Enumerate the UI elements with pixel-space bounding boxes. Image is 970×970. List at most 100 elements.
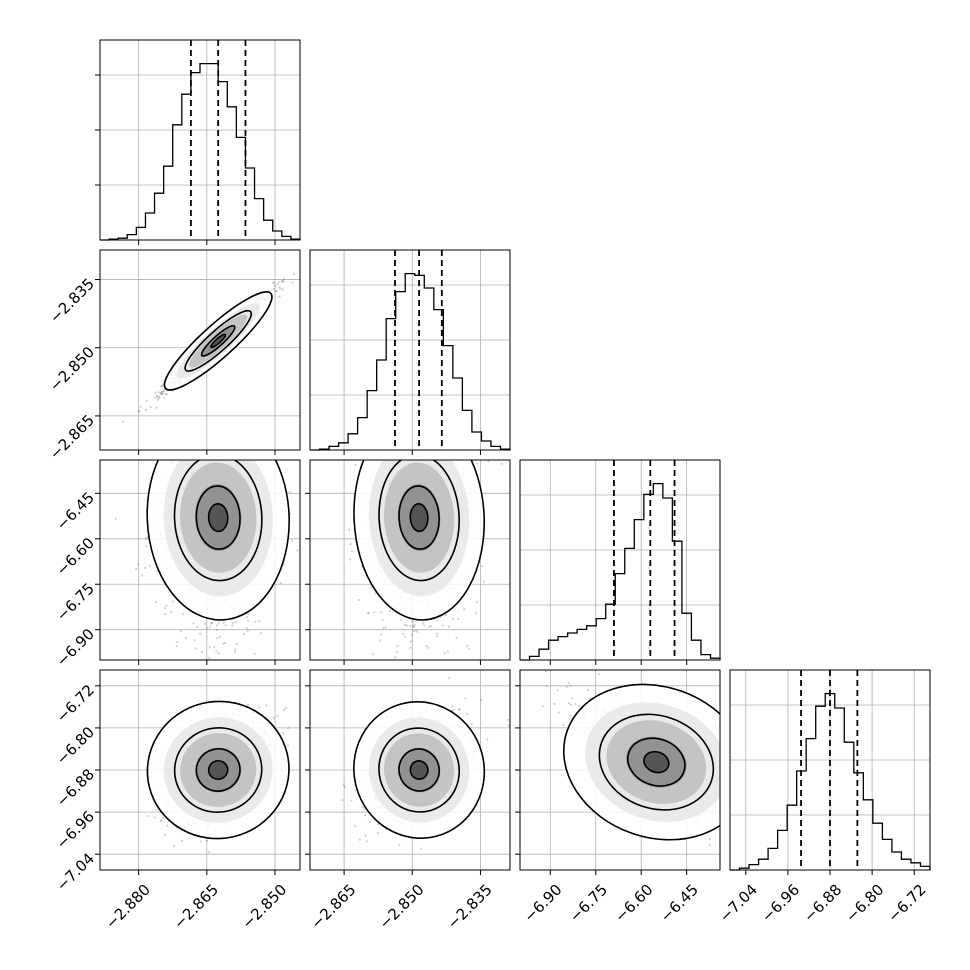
scatter-point xyxy=(162,396,166,399)
scatter-point xyxy=(218,635,221,638)
scatter-point xyxy=(426,677,428,679)
x-tick-label: −6.80 xyxy=(842,881,887,926)
y-tick-label: −6.90 xyxy=(53,625,98,670)
x-tick-label: −2.850 xyxy=(376,881,428,933)
scatter-point xyxy=(144,537,147,540)
scatter-point xyxy=(213,646,216,649)
scatter-point xyxy=(162,389,166,392)
scatter-point xyxy=(426,446,428,448)
scatter-point xyxy=(254,446,256,448)
scatter-point xyxy=(303,259,305,261)
scatter-point xyxy=(222,621,225,624)
scatter-point xyxy=(466,712,469,716)
scatter-point xyxy=(199,840,203,843)
y-tick-label: −6.72 xyxy=(53,681,98,726)
scatter-point xyxy=(428,625,431,628)
scatter-point xyxy=(247,450,249,452)
scatter-point xyxy=(431,453,433,455)
scatter-point xyxy=(224,661,226,663)
scatter-point xyxy=(458,707,461,710)
scatter-point xyxy=(217,652,220,655)
y-tick-label: −6.75 xyxy=(53,579,98,624)
scatter-point xyxy=(444,613,447,617)
scatter-point xyxy=(507,718,510,721)
scatter-point xyxy=(388,610,392,613)
scatter-point xyxy=(279,287,282,290)
scatter-point xyxy=(193,457,195,459)
scatter-point xyxy=(212,429,214,431)
contour-line-2 xyxy=(378,460,460,582)
scatter-point xyxy=(408,416,410,418)
scatter-point xyxy=(291,281,294,284)
scatter-point xyxy=(242,437,244,439)
scatter-point xyxy=(154,391,157,394)
y-tick-label: −2.850 xyxy=(46,343,98,395)
contour-line-1 xyxy=(353,701,486,839)
scatter-point xyxy=(452,683,454,685)
scatter-point xyxy=(466,447,468,449)
scatter-point xyxy=(380,611,383,614)
scatter-point xyxy=(259,632,263,635)
scatter-point xyxy=(265,704,268,707)
scatter-point xyxy=(139,405,142,408)
scatter-point xyxy=(402,632,405,636)
scatter-point xyxy=(414,428,416,430)
scatter-point xyxy=(500,462,503,465)
scatter-point xyxy=(343,786,346,789)
scatter-point xyxy=(441,454,443,456)
panel-grid xyxy=(730,670,930,870)
scatter-point xyxy=(237,676,239,678)
scatter-point xyxy=(436,632,439,635)
scatter-point xyxy=(179,630,183,633)
density-level-5 xyxy=(208,503,228,532)
scatter-point xyxy=(416,630,419,633)
scatter-point xyxy=(210,622,213,625)
scatter-point xyxy=(409,624,412,628)
scatter-point xyxy=(203,457,205,459)
scatter-point xyxy=(384,626,387,629)
scatter-point xyxy=(215,624,219,627)
scatter-point xyxy=(277,280,280,283)
scatter-point xyxy=(430,624,433,627)
scatter-point xyxy=(170,611,173,614)
scatter-point xyxy=(233,650,237,653)
scatter-point xyxy=(434,450,436,452)
scatter-point xyxy=(204,419,206,421)
scatter-point xyxy=(291,539,294,542)
scatter-point xyxy=(419,436,421,438)
scatter-point xyxy=(243,632,246,635)
scatter-point xyxy=(209,678,211,680)
scatter-point xyxy=(486,738,489,741)
scatter-point xyxy=(279,581,282,585)
scatter-point xyxy=(357,598,360,602)
scatter-point xyxy=(556,689,559,692)
scatter-point xyxy=(382,627,385,630)
scatter-point xyxy=(245,442,247,444)
panel-frame xyxy=(99,459,301,661)
panel-frame xyxy=(519,459,721,661)
scatter-point xyxy=(144,408,148,412)
scatter-point xyxy=(452,423,454,425)
scatter-point xyxy=(275,289,278,293)
scatter-point xyxy=(160,392,163,395)
scatter-point xyxy=(276,282,279,286)
scatter-point xyxy=(406,624,409,627)
scatter-point xyxy=(257,454,259,456)
scatter-point xyxy=(157,396,160,400)
scatter-point xyxy=(448,676,451,680)
scatter-point xyxy=(451,617,454,620)
contour-line-3 xyxy=(200,325,236,357)
scatter-point xyxy=(422,438,424,440)
scatter-point xyxy=(165,604,168,607)
scatter-point xyxy=(206,626,209,629)
scatter-point xyxy=(161,390,164,393)
scatter-point xyxy=(172,600,175,603)
scatter-point xyxy=(149,405,152,409)
scatter-point xyxy=(282,280,285,283)
y-tick-label: −2.835 xyxy=(46,275,98,327)
scatter-point xyxy=(160,384,163,388)
scatter-point xyxy=(241,424,243,426)
scatter-point xyxy=(202,424,204,426)
scatter-point xyxy=(400,405,402,407)
scatter-point xyxy=(235,621,238,624)
